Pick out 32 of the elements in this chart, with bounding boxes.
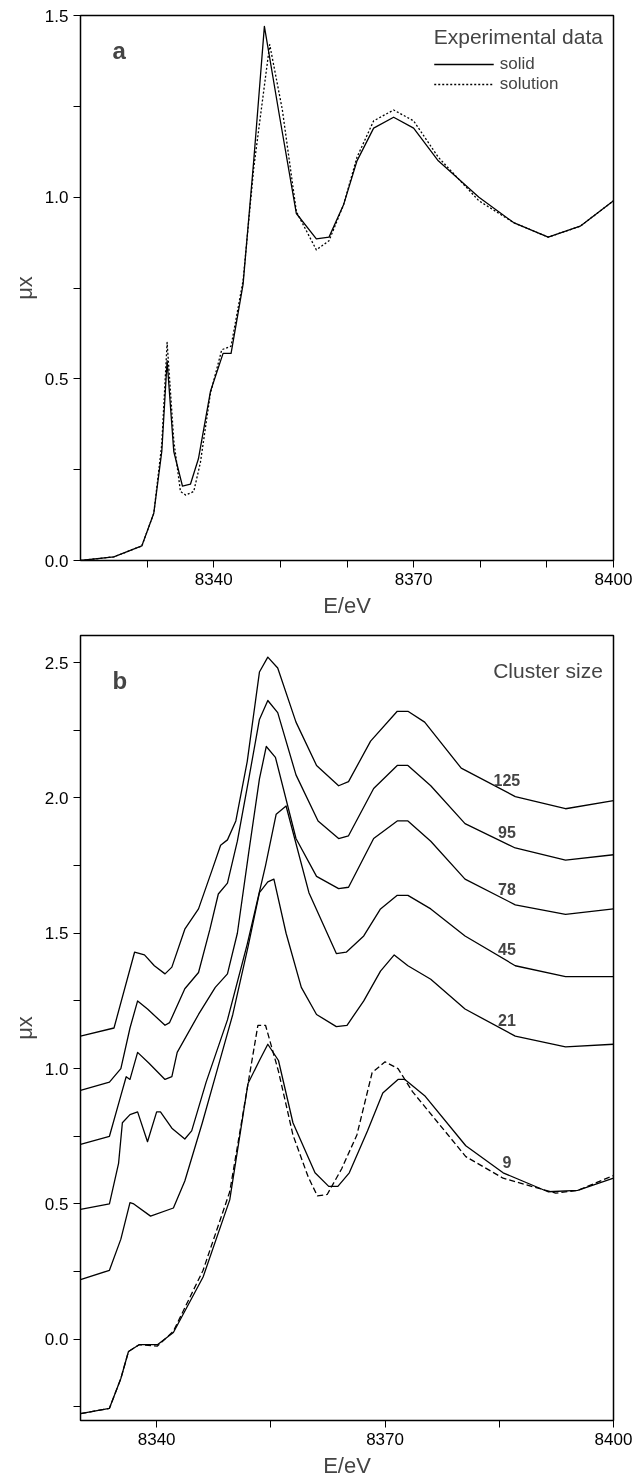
y-tick-label: 0.5: [44, 1194, 69, 1214]
y-tick-label: 2.0: [44, 788, 69, 808]
x-tick-label: 8370: [394, 569, 433, 589]
y-tick-label: 2.5: [44, 653, 69, 673]
text: b: [112, 666, 128, 694]
text: a: [112, 37, 127, 65]
legend-title: Experimental data: [433, 25, 603, 49]
series-label: 125: [493, 772, 521, 790]
y-axis-title: μx: [11, 276, 37, 300]
x-tick-label: 8370: [366, 1429, 404, 1449]
x-tick-label: 8400: [594, 569, 633, 589]
x-tick-label: 8340: [194, 569, 233, 589]
x-axis-title: E/eV: [323, 592, 372, 618]
series-label: 21: [498, 1011, 516, 1029]
x-axis-title: E/eV: [323, 1452, 372, 1478]
y-tick-label: 1.5: [44, 924, 69, 944]
legend-label: solution: [499, 74, 559, 94]
x-tick-label: 8400: [594, 1429, 633, 1449]
series-label: 95: [498, 823, 516, 841]
series-label: 9: [502, 1154, 512, 1172]
annotation: Cluster size: [493, 659, 603, 683]
y-axis-title: μx: [11, 1016, 37, 1040]
y-tick-label: 0.0: [44, 551, 69, 571]
y-tick-label: 0.5: [44, 369, 69, 389]
x-tick-label: 8340: [137, 1429, 176, 1449]
series-label: 45: [498, 940, 516, 958]
y-tick-label: 1.0: [44, 188, 69, 208]
y-tick-label: 0.0: [44, 1330, 69, 1350]
legend-label: solid: [499, 54, 535, 74]
y-tick-label: 1.5: [44, 6, 69, 26]
series-label: 78: [498, 880, 516, 898]
y-tick-label: 1.0: [44, 1059, 69, 1079]
